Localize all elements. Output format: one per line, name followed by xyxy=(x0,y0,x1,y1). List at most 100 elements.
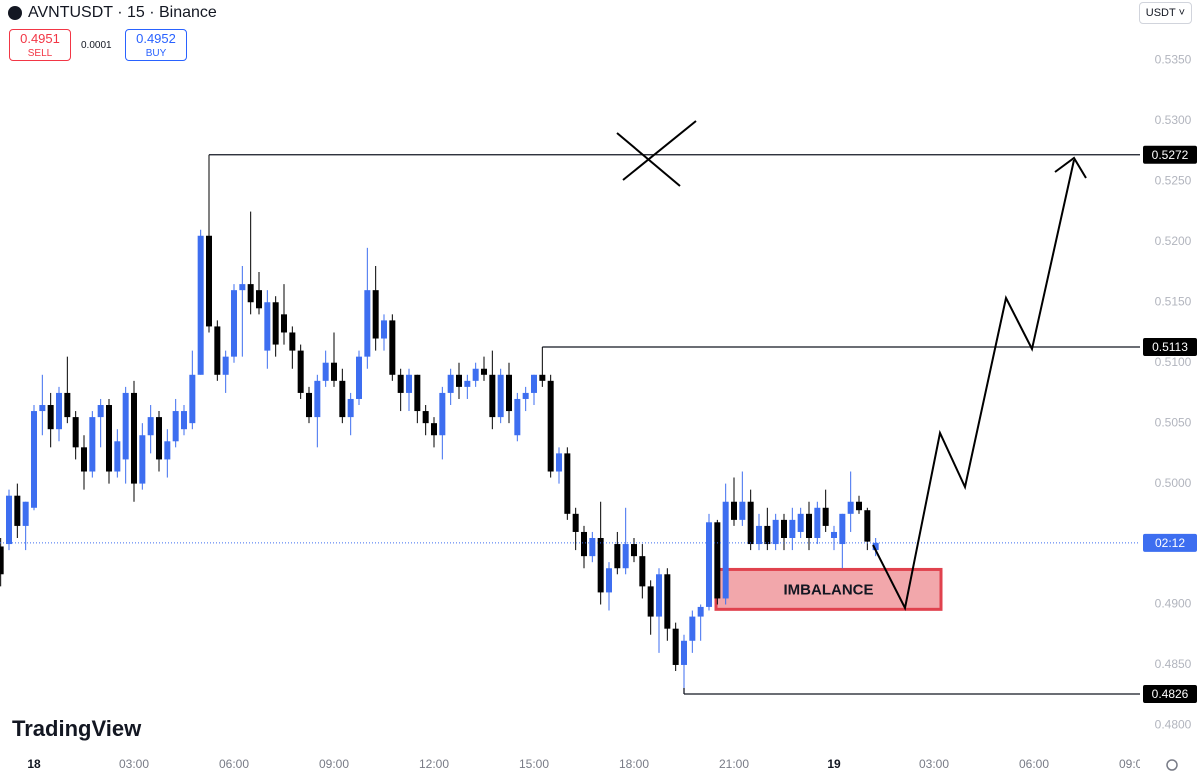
y-tick-label: 0.5000 xyxy=(1155,476,1192,490)
plot: IMBALANCE xyxy=(0,154,1140,695)
countdown-box xyxy=(1143,533,1197,552)
currency-dropdown[interactable]: USDT ˅ xyxy=(1138,2,1192,24)
candle-body xyxy=(472,368,479,381)
x-tick-label: 18 xyxy=(27,757,41,771)
y-tick-label: 0.5100 xyxy=(1155,355,1192,369)
candle-body xyxy=(747,501,754,545)
countdown-label: 02:12 xyxy=(1155,536,1185,550)
candle-body xyxy=(706,522,712,607)
candle-body xyxy=(347,398,354,418)
candle-body xyxy=(89,417,96,472)
candle-body xyxy=(131,392,137,484)
buy-label: BUY xyxy=(145,48,167,59)
candle-body xyxy=(431,423,437,436)
candle-body xyxy=(372,290,379,339)
level-price-label: 0.5113 xyxy=(1152,340,1188,354)
candle-body xyxy=(0,546,4,575)
level-price-label: 0.5272 xyxy=(1152,148,1189,162)
candle-body xyxy=(797,513,804,532)
candle-body xyxy=(297,350,304,393)
candle-body xyxy=(14,495,21,526)
y-tick-label: 0.5300 xyxy=(1155,113,1192,127)
candle-body xyxy=(264,302,271,351)
y-tick-label: 0.4850 xyxy=(1155,657,1192,671)
candle-body xyxy=(156,417,162,460)
candle-body xyxy=(206,235,212,327)
projection-path xyxy=(872,159,1075,612)
candle-body xyxy=(281,314,287,333)
candle-body xyxy=(464,380,471,387)
candle-body xyxy=(197,235,204,375)
arrow-head xyxy=(1054,156,1087,179)
brand-name: TradingView xyxy=(12,716,142,741)
x-tick-label: 09:00 xyxy=(319,757,349,771)
candle-body xyxy=(339,380,346,418)
candle-body xyxy=(856,501,862,511)
candle-body xyxy=(406,374,412,393)
candle-body xyxy=(781,519,787,539)
candle-body xyxy=(397,374,404,393)
y-tick-label: 0.5350 xyxy=(1155,53,1192,67)
buy-button[interactable]: 0.4952 BUY xyxy=(125,29,187,61)
candle-body xyxy=(614,544,621,569)
y-tick-label: 0.5200 xyxy=(1155,234,1192,248)
symbol-logo xyxy=(8,6,22,20)
candle-body xyxy=(414,374,421,412)
x-tick-label: 21:00 xyxy=(719,757,749,771)
candle-body xyxy=(522,392,529,399)
y-tick-label: 0.5150 xyxy=(1155,294,1192,308)
candle-body xyxy=(606,568,612,593)
level-price-label: 0.4826 xyxy=(1152,687,1189,701)
x-tick-label: 06:00 xyxy=(219,757,249,771)
candle-body xyxy=(597,538,604,593)
candle-body xyxy=(97,405,104,418)
candle-body xyxy=(589,538,596,557)
candle-body xyxy=(72,417,79,448)
candle-body xyxy=(564,453,571,514)
symbol-title: AVNTUSDT · 15 · Binance xyxy=(28,4,217,21)
sell-button[interactable]: 0.4951 SELL xyxy=(9,29,71,61)
candle-body xyxy=(581,531,587,557)
candle-body xyxy=(272,302,279,345)
candle-body xyxy=(689,616,696,641)
symbol-header[interactable]: AVNTUSDT · 15 · Binance xyxy=(8,4,217,22)
x-tick-label: 18:00 xyxy=(619,757,649,771)
candle-body xyxy=(222,356,229,375)
candle-body xyxy=(647,586,654,617)
candle-body xyxy=(756,525,762,545)
x-mark xyxy=(622,120,697,181)
candle-body xyxy=(864,510,871,542)
candle-body xyxy=(506,374,512,412)
x-tick-label: 06:00 xyxy=(1019,757,1049,771)
candle-body xyxy=(114,441,121,472)
candle-body xyxy=(814,507,821,539)
x-tick-label: 12:00 xyxy=(419,757,449,771)
candle-body xyxy=(622,544,629,569)
candle-body xyxy=(6,495,12,545)
candle-body xyxy=(422,411,429,424)
candle-body xyxy=(314,380,321,418)
candle-body xyxy=(572,513,579,532)
candle-body xyxy=(631,544,637,557)
candle-body xyxy=(181,411,187,430)
y-tick-label: 0.4800 xyxy=(1155,718,1192,732)
level-price-box xyxy=(1143,337,1197,356)
candle-body xyxy=(189,374,196,424)
candle-body xyxy=(364,290,371,357)
candle-body xyxy=(122,392,129,460)
candle-body xyxy=(172,411,179,442)
candle-body xyxy=(147,417,154,436)
candle-body xyxy=(481,368,487,375)
x-tick-label: 03:00 xyxy=(119,757,149,771)
candle-body xyxy=(381,320,387,339)
level-price-box xyxy=(1143,145,1197,164)
candle-body xyxy=(847,501,854,514)
buy-price: 0.4952 xyxy=(136,31,176,46)
y-tick-label: 0.5050 xyxy=(1155,415,1192,429)
candle-body xyxy=(539,374,546,381)
y-tick-label: 0.4900 xyxy=(1155,597,1192,611)
candle-body xyxy=(489,374,496,418)
candle-body xyxy=(306,392,312,418)
x-tick-label: 19 xyxy=(827,757,841,771)
